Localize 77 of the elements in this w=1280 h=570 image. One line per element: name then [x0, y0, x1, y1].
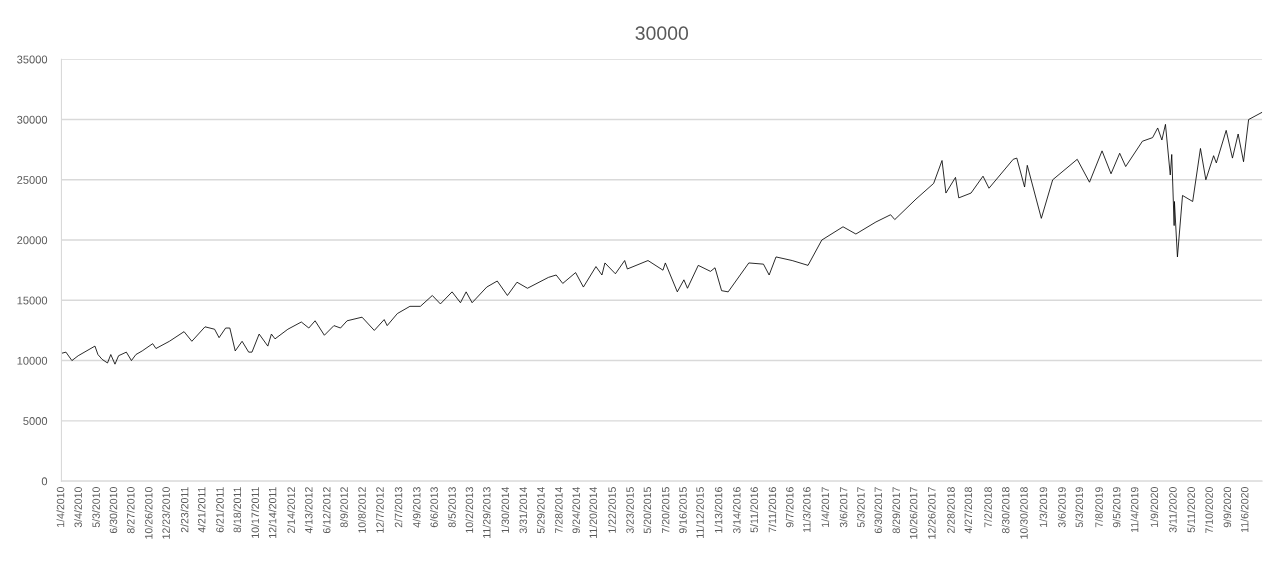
x-tick-label: 10/26/2017: [909, 487, 918, 539]
x-tick-label: 3/23/2015: [626, 487, 634, 534]
x-tick-label: 1/4/2017: [821, 487, 830, 527]
x-tick-label: 1/22/2015: [608, 487, 616, 533]
x-tick-label: 8/5/2013: [448, 487, 456, 528]
y-tick-label: 30000: [17, 115, 48, 124]
x-tick-label: 5/11/2016: [750, 487, 758, 533]
x-tick-label: 7/28/2014: [554, 486, 563, 534]
x-tick-label: 7/10/2020: [1205, 487, 1213, 534]
y-tick-label: 10000: [17, 356, 48, 365]
x-tick-label: 10/17/2011: [251, 487, 259, 538]
x-tick-label: 2/14/2012: [287, 487, 295, 534]
x-tick-label: 9/16/2015: [678, 487, 687, 534]
x-tick-label: 8/9/2012: [340, 487, 348, 528]
x-tick-label: 5/20/2015: [643, 487, 652, 534]
y-tick-label: 20000: [17, 236, 48, 245]
x-tick-label: 10/2/2013: [465, 487, 474, 533]
x-tick-label: 2/7/2013: [394, 487, 403, 528]
x-tick-label: 3/31/2014: [519, 486, 527, 534]
x-tick-label: 4/9/2013: [412, 487, 421, 528]
x-tick-label: 8/18/2011: [233, 487, 242, 533]
y-tick-label: 5000: [23, 417, 48, 425]
x-tick-label: 12/23/2010: [162, 487, 170, 539]
line-series: [61, 111, 1263, 365]
x-tick-label: 1/3/2019: [1039, 487, 1048, 527]
y-tick-label: 35000: [17, 55, 48, 64]
y-tick-label: 0: [41, 477, 48, 486]
x-tick-label: 11/4/2019: [1130, 487, 1139, 533]
x-tick-label: 9/5/2019: [1112, 487, 1121, 528]
x-tick-label: 4/13/2012: [304, 487, 313, 534]
x-tick-label: 6/6/2013: [430, 487, 438, 528]
x-tick-label: 6/30/2010: [109, 487, 118, 534]
x-tick-label: 7/11/2016: [768, 487, 777, 533]
x-tick-label: 10/30/2018: [1019, 487, 1028, 539]
x-tick-label: 11/6/2020: [1240, 487, 1249, 533]
x-tick-label: 12/7/2012: [375, 487, 384, 533]
x-tick-label: 5/3/2017: [856, 487, 865, 528]
x-tick-label: 7/20/2015: [661, 487, 670, 534]
x-tick-label: 1/30/2014: [501, 486, 510, 533]
x-tick-label: 11/20/2014: [589, 486, 597, 538]
x-tick-label: 3/6/2017: [839, 487, 848, 528]
x-tick-label: 3/4/2010: [74, 487, 82, 528]
x-tick-label: 7/2/2018: [984, 487, 992, 528]
x-tick-label: 8/29/2017: [892, 487, 900, 534]
x-tick-label: 8/27/2010: [126, 487, 135, 534]
x-tick-label: 6/21/2011: [215, 487, 224, 533]
x-tick-label: 10/26/2010: [144, 487, 153, 539]
x-tick-label: 3/6/2019: [1057, 487, 1066, 528]
x-tick-label: 6/30/2017: [874, 487, 883, 534]
x-tick-label: 5/3/2019: [1075, 487, 1084, 528]
x-tick-label: 4/21/2011: [197, 487, 206, 533]
y-tick-label: 25000: [17, 176, 48, 184]
x-tick-label: 9/7/2016: [785, 487, 794, 528]
x-tick-label: 4/27/2018: [964, 487, 973, 534]
x-tick-label: 7/8/2019: [1095, 487, 1103, 528]
x-tick-label: 5/29/2014: [536, 486, 545, 534]
x-tick-label: 3/11/2020: [1168, 487, 1177, 533]
x-tick-label: 2/23/2011: [180, 487, 189, 533]
x-tick-label: 5/3/2010: [92, 487, 100, 528]
x-tick-label: 9/9/2020: [1223, 487, 1232, 528]
x-tick-label: 3/14/2016: [732, 487, 741, 534]
x-tick-label: 2/28/2018: [946, 487, 955, 534]
chart-title: 30000: [635, 26, 689, 41]
x-tick-label: 8/30/2018: [1001, 487, 1010, 534]
x-tick-label: 12/26/2017: [927, 487, 936, 539]
y-tick-label: 15000: [17, 296, 48, 305]
x-tick-label: 10/8/2012: [358, 487, 366, 533]
x-tick-label: 11/12/2015: [696, 487, 704, 538]
x-tick-label: 11/29/2013: [482, 487, 491, 538]
x-tick-label: 12/14/2011: [268, 487, 277, 538]
x-tick-label: 9/24/2014: [572, 486, 580, 534]
x-tick-label: 1/13/2016: [714, 487, 723, 533]
x-tick-label: 5/11/2020: [1187, 487, 1195, 533]
x-tick-label: 11/3/2016: [802, 487, 811, 533]
x-tick-label: 1/9/2020: [1150, 487, 1159, 527]
x-tick-label: 1/4/2010: [56, 487, 65, 527]
x-tick-label: 6/12/2012: [322, 487, 331, 534]
